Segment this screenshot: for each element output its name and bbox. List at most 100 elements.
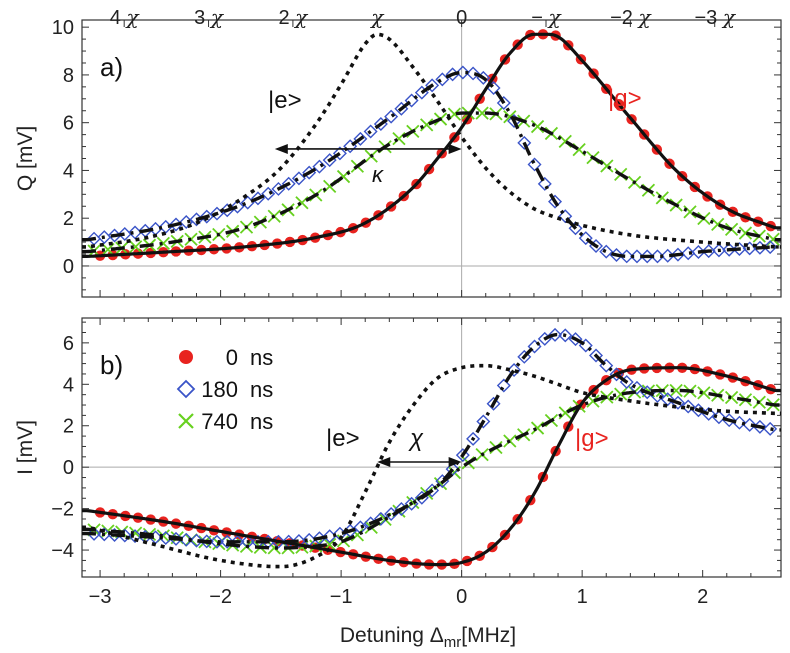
data-point-180ns	[568, 332, 583, 347]
data-point-180ns	[763, 421, 778, 436]
data-point-740ns	[156, 236, 170, 251]
data-point-740ns	[128, 240, 143, 254]
theory-e-state-line	[82, 363, 781, 569]
data-point-180ns	[466, 66, 481, 81]
legend-unit: ns	[250, 345, 273, 370]
data-point-740ns	[655, 191, 669, 205]
theory-g-state-line	[82, 32, 781, 258]
legend-value: 740	[201, 409, 238, 434]
data-point-180ns	[230, 199, 245, 214]
theory-180ns-line	[82, 70, 781, 259]
x-axis-title: Detuning Δmr[MHz]	[340, 624, 516, 651]
data-point-740ns	[558, 406, 572, 420]
data-point-180ns	[589, 348, 603, 363]
data-point-180ns	[312, 159, 327, 174]
data-point-180ns	[742, 417, 757, 432]
y-axis-title: I [mV]	[14, 420, 37, 475]
y-tick-label: 4	[63, 374, 74, 396]
y-tick-label: 8	[63, 65, 74, 87]
x-tick-label: −3	[89, 586, 112, 608]
legend-marker-circle	[179, 350, 193, 364]
y-tick-label: 6	[63, 113, 74, 135]
top-axis-tick-label: −3 χ	[694, 5, 736, 29]
x-axis-title-text: Detuning Δmr[MHz]	[340, 624, 516, 651]
data-point-180ns	[209, 534, 224, 549]
y-tick-label: 0	[63, 256, 74, 278]
data-point-740ns	[711, 217, 725, 232]
data-point-180ns	[629, 249, 644, 264]
panel-label: a)	[100, 52, 123, 82]
x-tick-label: 2	[697, 586, 708, 608]
data-point-740ns	[683, 205, 697, 219]
data-point-180ns	[363, 124, 378, 139]
data-point-740ns	[530, 421, 545, 435]
data-point-740ns	[530, 119, 545, 134]
data-point-180ns	[548, 194, 563, 209]
top-axis-tick-label: 2 χ	[278, 5, 309, 29]
annotation-kappa: κ	[372, 162, 384, 187]
data-point-180ns	[537, 176, 552, 191]
data-point-180ns	[230, 534, 245, 549]
data-point-180ns	[681, 246, 696, 261]
panel-b: −4 −2 0 2 4 6 −3 −2 −1 0 1 2 I [mV] b) |e> |g> χ	[14, 317, 782, 608]
y-tick-label: 0	[63, 457, 74, 479]
legend-marker-diamond	[176, 379, 196, 399]
y-tick-label: 2	[63, 416, 74, 438]
data-point-180ns	[722, 242, 737, 257]
chi-arrow-head-left	[377, 457, 391, 468]
top-axis-tick-label: 0	[456, 7, 467, 29]
legend-marker-cross	[178, 413, 194, 429]
data-point-180ns	[425, 78, 440, 93]
data-point-180ns	[681, 399, 696, 414]
data-point-740ns	[697, 386, 711, 400]
top-axis-tick-label: 3 χ	[194, 5, 225, 29]
annotation-chi: χ	[408, 425, 424, 452]
y-tick-label: −4	[51, 540, 74, 562]
data-point-180ns	[711, 243, 726, 258]
data-point-740ns	[475, 106, 489, 120]
data-point-180ns	[701, 244, 716, 259]
data-point-180ns	[660, 392, 675, 407]
top-axis-tick-label: 4 χ	[110, 5, 141, 29]
theory-740ns-line	[82, 388, 781, 550]
data-point-180ns	[486, 396, 501, 411]
data-point-180ns	[732, 242, 747, 257]
data-point-740ns	[738, 226, 753, 240]
x-tick-label: −2	[209, 586, 232, 608]
data-point-180ns	[281, 176, 296, 191]
annotation-g-state: |g>	[608, 85, 642, 112]
data-point-180ns	[640, 249, 655, 264]
annotation-g-state: |g>	[575, 425, 609, 452]
data-point-180ns	[220, 534, 235, 549]
data-point-180ns	[599, 244, 614, 259]
y-tick-label: 6	[63, 333, 74, 355]
legend-unit: ns	[250, 377, 273, 402]
legend-value: 180	[201, 377, 238, 402]
data-point-180ns	[578, 231, 593, 246]
data-point-180ns	[455, 448, 470, 463]
data-point-180ns	[466, 431, 481, 446]
data-point-180ns	[558, 328, 573, 343]
data-point-180ns	[527, 157, 542, 172]
kappa-arrow-head-right	[448, 143, 462, 154]
data-point-180ns	[87, 526, 102, 541]
data-point-180ns	[384, 109, 399, 124]
chi-arrow-head-right	[448, 457, 462, 468]
data-point-740ns	[724, 390, 739, 405]
data-point-180ns	[455, 65, 470, 80]
legend: 0 ns 180 ns 740 ns	[168, 336, 298, 442]
x-tick-label: −1	[330, 586, 353, 608]
data-point-740ns	[392, 131, 406, 146]
data-point-180ns	[496, 95, 511, 110]
data-point-740ns	[614, 387, 628, 401]
top-axis-tick-label: −2 χ	[610, 5, 652, 29]
data-point-180ns	[291, 533, 306, 548]
y-tick-label: 2	[63, 208, 74, 230]
y-tick-label: −2	[51, 499, 74, 521]
data-point-740ns	[420, 118, 434, 132]
x-tick-label: 1	[577, 586, 588, 608]
panel-a: 0 2 4 6 8 10 4 χ 3 χ 2 χ χ 0 − χ −2 χ −3 χ Q [mV] a) |e>…	[14, 5, 782, 298]
x-tick-label: 0	[456, 586, 467, 608]
annotation-e-state: |e>	[268, 87, 302, 114]
data-point-180ns	[189, 533, 204, 548]
